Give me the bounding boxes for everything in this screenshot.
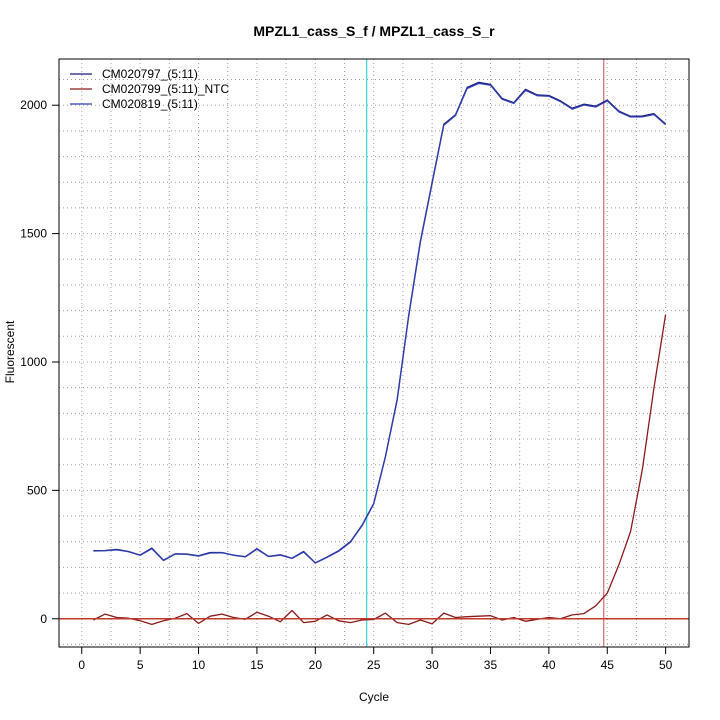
chart-title: MPZL1_cass_S_f / MPZL1_cass_S_r (253, 23, 495, 39)
x-tick-label: 25 (367, 658, 381, 672)
x-axis: 0 5 10 15 20 25 30 35 40 45 50 (78, 647, 673, 672)
x-tick-label: 30 (425, 658, 439, 672)
y-axis-label: Fluorescent (3, 320, 17, 383)
y-tick-label: 0 (40, 612, 47, 626)
y-tick-label: 500 (27, 483, 47, 497)
y-tick-label: 1000 (20, 355, 47, 369)
series-line-2 (93, 314, 667, 626)
x-axis-label: Cycle (359, 690, 389, 704)
chart-series (59, 81, 689, 626)
x-tick-label: 40 (542, 658, 556, 672)
y-tick-label: 1500 (20, 227, 47, 241)
x-tick-label: 45 (601, 658, 615, 672)
x-tick-label: 35 (484, 658, 498, 672)
x-tick-label: 20 (309, 658, 323, 672)
legend-entry-1: CM020797_(5:11) (102, 67, 198, 81)
chart-legend: CM020797_(5:11)CM020799_(5:11)_NTCCM0208… (70, 67, 230, 111)
x-tick-label: 15 (250, 658, 264, 672)
legend-entry-2: CM020799_(5:11)_NTC (102, 82, 230, 96)
y-tick-label: 2000 (20, 98, 47, 112)
x-tick-label: 50 (659, 658, 673, 672)
x-tick-label: 0 (78, 658, 85, 672)
x-tick-label: 10 (192, 658, 206, 672)
y-axis: 0 500 1000 1500 2000 (20, 98, 59, 626)
legend-entry-3: CM020819_(5:11) (102, 97, 198, 111)
vertical-markers (366, 59, 605, 647)
x-tick-label: 5 (137, 658, 144, 672)
series-line-3 (93, 82, 667, 564)
